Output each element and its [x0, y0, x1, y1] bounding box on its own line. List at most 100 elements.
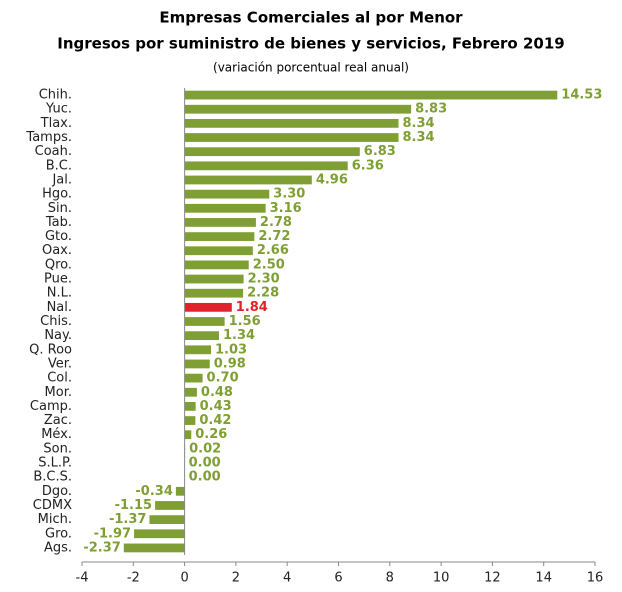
- bar: [184, 317, 225, 326]
- value-label: 6.36: [352, 158, 384, 173]
- bar: [184, 147, 360, 157]
- bar: [184, 203, 266, 213]
- bar: [184, 133, 399, 142]
- value-label: 8.34: [403, 130, 435, 145]
- category-label: Jal.: [51, 172, 72, 187]
- bar: [184, 232, 255, 241]
- value-label: 4.96: [316, 172, 348, 187]
- x-tick-label: 6: [334, 571, 342, 586]
- bar: [184, 260, 249, 270]
- value-label: 0.02: [189, 441, 221, 456]
- category-label: Oax.: [42, 243, 72, 258]
- category-label: Pue.: [44, 272, 72, 287]
- category-label: S.L.P.: [38, 456, 72, 471]
- bar: [184, 302, 232, 312]
- bar: [184, 161, 348, 171]
- value-label: 8.34: [403, 116, 435, 131]
- value-label: 3.16: [270, 201, 302, 216]
- category-label: Mor.: [45, 385, 72, 400]
- value-label: -1.15: [115, 498, 152, 513]
- category-label: Mich.: [38, 512, 72, 527]
- bar: [184, 288, 244, 298]
- value-label: -2.37: [83, 540, 120, 555]
- category-label: Ver.: [48, 356, 72, 371]
- x-tick-label: 10: [433, 571, 450, 586]
- bar: [184, 430, 192, 440]
- bar: [184, 331, 219, 341]
- bar: [184, 373, 203, 383]
- value-label: 0.98: [214, 356, 246, 371]
- bar: [184, 359, 210, 369]
- category-label: Camp.: [30, 399, 72, 414]
- bar: [184, 90, 558, 100]
- value-label: 3.30: [273, 187, 305, 202]
- value-label: 0.43: [200, 399, 232, 414]
- x-tick-label: 12: [484, 571, 501, 586]
- bar: [134, 529, 185, 539]
- category-label: Coah.: [35, 144, 72, 159]
- value-label: 2.78: [260, 215, 292, 230]
- chart-note: (variación porcentual real anual): [213, 61, 409, 75]
- category-label: Son.: [43, 441, 72, 456]
- category-label: Hgo.: [42, 187, 72, 202]
- value-label: 2.66: [257, 243, 289, 258]
- bar: [184, 218, 256, 227]
- bar: [149, 515, 185, 525]
- value-label: -1.97: [94, 526, 131, 541]
- value-label: 6.83: [364, 144, 396, 159]
- value-label: 2.72: [258, 229, 290, 244]
- value-label: 0.42: [199, 413, 231, 428]
- category-label: Gro.: [45, 526, 72, 541]
- value-label: 2.30: [248, 272, 280, 287]
- value-label: 0.48: [201, 385, 233, 400]
- category-label: Tamps.: [25, 130, 72, 145]
- category-label: Qro.: [45, 257, 72, 272]
- value-label: 2.28: [247, 286, 279, 301]
- x-tick-label: 0: [180, 571, 188, 586]
- category-label: Nal.: [47, 300, 72, 315]
- x-tick-label: 14: [535, 571, 552, 586]
- value-label: 0.00: [189, 470, 221, 485]
- value-label: -1.37: [109, 512, 146, 527]
- x-tick-label: 16: [587, 571, 604, 586]
- bar: [123, 543, 185, 553]
- category-label: N.L.: [47, 286, 72, 301]
- bar: [184, 246, 253, 256]
- bar: [184, 189, 270, 199]
- category-label: B.C.: [46, 158, 72, 173]
- x-tick-label: -4: [76, 571, 89, 586]
- bar: [184, 416, 196, 425]
- category-label: Nay.: [44, 328, 72, 343]
- category-label: CDMX: [33, 498, 72, 513]
- category-label: Méx.: [41, 427, 72, 442]
- category-label: Tlax.: [40, 116, 72, 131]
- category-label: Ags.: [44, 540, 72, 555]
- value-label: 1.84: [236, 300, 268, 315]
- bar: [184, 387, 197, 397]
- value-label: 14.53: [561, 88, 602, 103]
- x-tick-label: 8: [386, 571, 394, 586]
- category-label: Col.: [47, 371, 72, 386]
- category-label: Gto.: [45, 229, 72, 244]
- value-label: 0.00: [189, 456, 221, 471]
- bar: [184, 402, 196, 411]
- value-label: 0.70: [207, 371, 239, 386]
- value-label: 2.50: [253, 257, 285, 272]
- bar: [155, 501, 185, 510]
- bar: [184, 274, 244, 284]
- value-label: 1.34: [223, 328, 255, 343]
- x-tick-label: -2: [127, 571, 140, 586]
- category-label: Dgo.: [42, 484, 72, 499]
- category-label: Chih.: [39, 88, 72, 103]
- category-label: Yuc.: [45, 102, 72, 117]
- category-label: Chis.: [40, 314, 72, 329]
- bar: [184, 104, 412, 114]
- chart-subtitle: Ingresos por suministro de bienes y serv…: [57, 35, 564, 53]
- category-label: B.C.S.: [33, 470, 72, 485]
- value-label: 1.03: [215, 342, 247, 357]
- x-tick-label: 2: [232, 571, 240, 586]
- category-label: Sin.: [48, 201, 72, 216]
- value-label: 8.83: [415, 102, 447, 117]
- value-label: 0.26: [195, 427, 227, 442]
